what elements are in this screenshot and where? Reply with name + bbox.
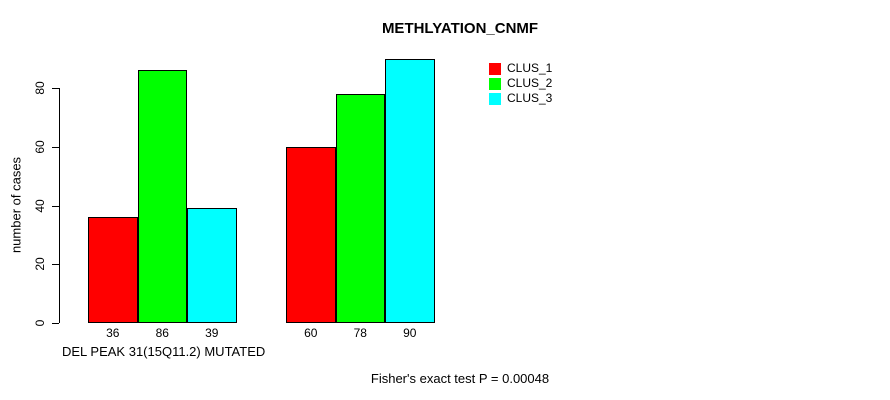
legend-item-clus_3: CLUS_3	[489, 92, 552, 105]
legend-item-clus_1: CLUS_1	[489, 62, 552, 75]
legend-swatch-clus_1	[489, 62, 501, 75]
x-axis-label: DEL PEAK 31(15Q11.2) MUTATED	[62, 344, 266, 359]
bar-clus_1-group1	[88, 217, 138, 323]
y-tick-label: 0	[33, 319, 47, 327]
legend-swatch-clus_3	[489, 92, 501, 105]
chart-title: METHLYATION_CNMF	[381, 20, 539, 37]
y-tick-label: 20	[33, 257, 47, 271]
bar-clus_1-group2	[286, 146, 336, 323]
y-axis-line	[59, 88, 60, 323]
y-tick-label: 60	[33, 140, 47, 154]
legend-label: CLUS_3	[507, 91, 553, 105]
y-tick-label: 40	[33, 198, 47, 213]
fisher-test-annotation: Fisher's exact test P = 0.00048	[370, 371, 550, 386]
y-tick-mark	[52, 323, 59, 324]
legend-item-clus_2: CLUS_2	[489, 77, 552, 90]
bar-value-label: 78	[353, 326, 367, 340]
bar-clus_3-group1	[187, 208, 237, 323]
y-tick-mark	[52, 88, 59, 89]
bar-value-label: 90	[403, 326, 417, 340]
legend-swatch-clus_2	[489, 77, 501, 90]
bar-value-label: 36	[106, 326, 120, 340]
y-tick-mark	[52, 146, 59, 148]
y-tick-mark	[52, 264, 59, 266]
legend-label: CLUS_2	[507, 76, 553, 90]
bar-value-label: 60	[304, 326, 318, 340]
legend-label: CLUS_1	[507, 61, 553, 75]
y-tick-mark	[52, 205, 59, 207]
bar-clus_2-group1	[137, 70, 187, 323]
bar-clus_3-group2	[385, 58, 435, 323]
y-tick-label: 80	[33, 81, 47, 95]
bar-clus_2-group2	[335, 93, 385, 323]
bar-value-label: 39	[205, 326, 219, 340]
bar-value-label: 86	[155, 326, 169, 340]
